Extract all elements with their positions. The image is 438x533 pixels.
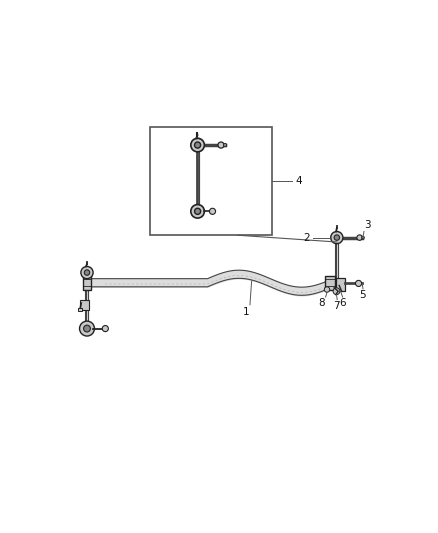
Circle shape <box>334 235 339 240</box>
Circle shape <box>331 231 343 244</box>
Bar <box>325 276 335 290</box>
Text: 4: 4 <box>296 176 302 186</box>
Circle shape <box>333 288 340 295</box>
Bar <box>81 300 89 310</box>
Circle shape <box>80 321 95 336</box>
Circle shape <box>102 326 108 332</box>
Text: 7: 7 <box>333 301 340 311</box>
Bar <box>78 308 82 311</box>
Circle shape <box>223 143 227 147</box>
Circle shape <box>324 287 330 292</box>
Text: 5: 5 <box>359 290 366 300</box>
Circle shape <box>194 142 201 148</box>
Text: 1: 1 <box>243 306 250 317</box>
Circle shape <box>84 325 90 332</box>
Bar <box>83 275 91 290</box>
Circle shape <box>194 208 201 214</box>
Bar <box>336 278 345 291</box>
Text: 2: 2 <box>303 232 310 243</box>
Bar <box>150 127 272 235</box>
Text: 6: 6 <box>339 298 346 309</box>
Circle shape <box>362 236 364 239</box>
Text: 3: 3 <box>364 220 371 230</box>
Circle shape <box>218 142 224 148</box>
Circle shape <box>191 205 205 218</box>
Circle shape <box>84 270 90 275</box>
Circle shape <box>209 208 215 214</box>
Circle shape <box>357 235 362 240</box>
Text: 8: 8 <box>318 298 325 309</box>
Circle shape <box>356 280 362 286</box>
Circle shape <box>81 266 93 279</box>
Circle shape <box>191 138 205 152</box>
